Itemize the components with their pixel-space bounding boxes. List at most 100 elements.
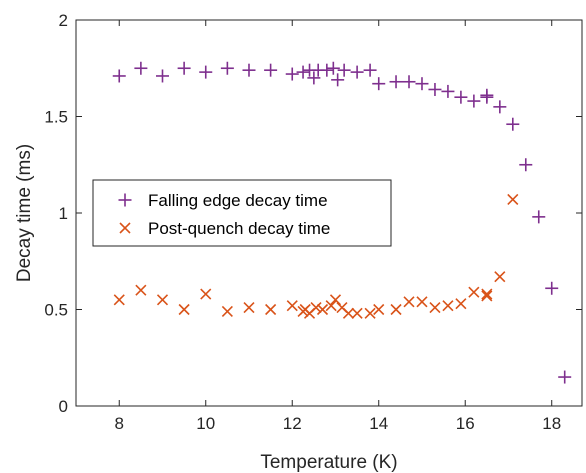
data-point-x [342, 307, 355, 319]
data-point-plus [134, 61, 148, 75]
marker-stroke-b [442, 300, 454, 312]
data-point-plus [199, 65, 213, 79]
marker-stroke-b [342, 307, 355, 319]
data-point-x [329, 294, 342, 306]
legend-box [92, 179, 392, 247]
x-tick-label: 14 [369, 414, 388, 433]
axes: 8 10 12 14 16 18 0 0.5 1 1.5 2 [44, 11, 583, 433]
data-point-x [316, 303, 329, 316]
marker-stroke-b [200, 288, 212, 300]
marker-stroke-b [373, 303, 385, 316]
marker-stroke-b [429, 302, 441, 314]
legend-marker-post-quench [119, 222, 131, 234]
data-point-x [178, 303, 190, 316]
data-point-plus [264, 63, 278, 77]
x-tick-label: 10 [196, 414, 215, 433]
marker-stroke-b [286, 300, 298, 312]
data-point-x [310, 302, 322, 314]
marker-stroke-b [481, 288, 493, 300]
data-point-x [429, 302, 441, 314]
data-point-plus [428, 82, 442, 96]
data-point-plus [285, 67, 299, 81]
data-point-x [135, 284, 147, 296]
marker-stroke-b [135, 284, 147, 296]
data-point-plus [296, 65, 310, 79]
data-point-x [325, 300, 337, 312]
marker-stroke-b [336, 302, 348, 314]
legend: Falling edge decay time Post-quench deca… [92, 179, 392, 247]
data-point-plus [112, 69, 126, 83]
marker-stroke-b [468, 286, 480, 298]
series-1 [113, 193, 519, 319]
x-tick-label: 18 [542, 414, 561, 433]
data-point-x [221, 305, 233, 317]
y-axis-label: Decay time (ms) [14, 144, 35, 282]
data-point-plus [242, 63, 256, 77]
marker-stroke-b [329, 294, 342, 306]
marker-stroke-b [310, 302, 322, 314]
data-point-x [403, 296, 415, 308]
data-point-plus [454, 90, 468, 104]
data-point-x [468, 286, 480, 298]
data-point-x [416, 296, 428, 308]
data-point-plus [506, 117, 520, 131]
data-point-plus [350, 65, 364, 79]
data-point-plus [220, 61, 234, 75]
marker-stroke-b [156, 294, 169, 306]
data-point-plus [372, 77, 386, 91]
marker-stroke-b [243, 302, 255, 314]
data-point-plus [415, 77, 429, 91]
data-point-plus [307, 71, 321, 85]
legend-label-falling-edge: Falling edge decay time [148, 191, 328, 210]
data-markers [112, 61, 572, 384]
marker-stroke-b [481, 290, 493, 302]
data-point-plus [155, 69, 169, 83]
legend-plus-icon [118, 193, 132, 207]
marker-stroke-b [416, 296, 428, 308]
data-point-x [286, 300, 298, 312]
data-point-x [494, 271, 506, 283]
x-axis-label: Temperature (K) [260, 452, 397, 473]
marker-stroke-b [455, 298, 467, 310]
data-point-plus [177, 61, 191, 75]
marker-stroke-b [390, 303, 402, 316]
data-point-x [455, 298, 467, 310]
data-point-x [390, 303, 402, 316]
data-point-plus [402, 75, 416, 89]
data-point-plus [558, 370, 572, 384]
marker-stroke-b [119, 222, 131, 234]
y-tick-label: 1 [59, 204, 68, 223]
marker-stroke-b [507, 193, 519, 206]
marker-stroke-b [221, 305, 233, 317]
data-point-x [373, 303, 385, 316]
data-point-x [265, 303, 277, 316]
marker-stroke-b [265, 303, 277, 316]
y-tick-label: 2 [59, 11, 68, 30]
marker-stroke-b [113, 294, 125, 306]
data-point-x [481, 288, 493, 300]
data-point-plus [337, 63, 351, 77]
data-point-plus [331, 73, 345, 87]
series-0 [112, 61, 572, 384]
y-tick-label: 0 [59, 397, 68, 416]
legend-x-icon [119, 222, 131, 234]
legend-label-post-quench: Post-quench decay time [148, 219, 330, 238]
data-point-plus [320, 63, 334, 77]
data-point-plus [493, 100, 507, 114]
data-point-plus [467, 94, 481, 108]
data-point-x [507, 193, 519, 206]
data-point-x [442, 300, 454, 312]
data-point-x [243, 302, 255, 314]
data-point-plus [532, 210, 546, 224]
data-point-plus [363, 63, 377, 77]
data-point-x [481, 290, 493, 302]
y-tick-label: 1.5 [44, 108, 68, 127]
data-point-plus [441, 84, 455, 98]
x-tick-label: 8 [115, 414, 124, 433]
marker-stroke-b [403, 296, 415, 308]
data-point-plus [519, 158, 533, 172]
marker-stroke-b [364, 307, 376, 319]
x-tick-label: 12 [283, 414, 302, 433]
